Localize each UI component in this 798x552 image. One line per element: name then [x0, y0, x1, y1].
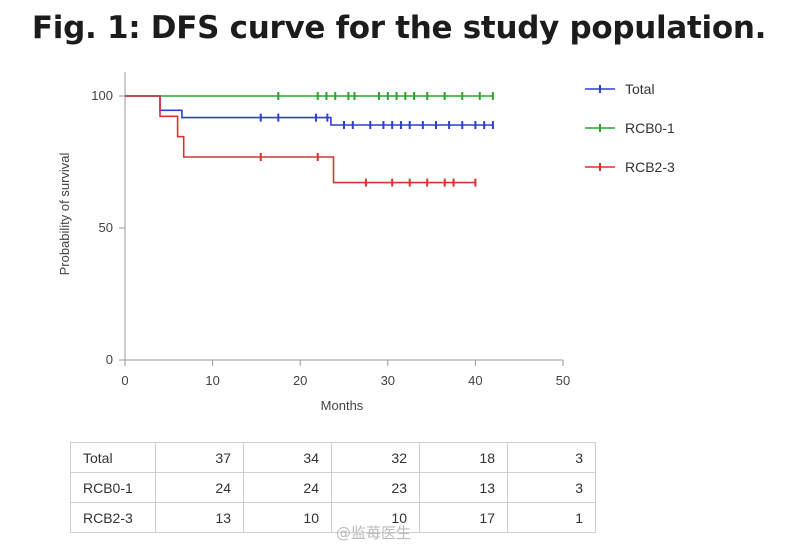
y-tick-label: 100	[91, 88, 113, 103]
risk-row-label: Total	[70, 442, 156, 473]
risk-table-row: RCB2-3 13 10 10 17 1	[70, 502, 596, 533]
risk-count-cell: 24	[243, 472, 332, 503]
risk-count-cell: 10	[243, 502, 332, 533]
risk-count-cell: 18	[419, 442, 508, 473]
risk-row-label: RCB2-3	[70, 502, 156, 533]
x-axis-label: Months	[321, 398, 364, 413]
x-tick-label: 20	[293, 373, 307, 388]
risk-count-cell: 24	[155, 472, 244, 503]
risk-count-cell: 13	[155, 502, 244, 533]
x-tick-label: 10	[205, 373, 219, 388]
risk-count-cell: 32	[331, 442, 420, 473]
risk-table-row: Total 37 34 32 18 3	[70, 442, 596, 473]
risk-table-row: RCB0-1 24 24 23 13 3	[70, 472, 596, 503]
figure-title: Fig. 1: DFS curve for the study populati…	[31, 10, 767, 46]
y-axis-label: Probability of survival	[57, 152, 72, 275]
risk-count-cell: 13	[419, 472, 508, 503]
risk-count-cell: 3	[507, 442, 596, 473]
risk-count-cell: 37	[155, 442, 244, 473]
risk-count-cell: 1	[507, 502, 596, 533]
risk-row-label: RCB0-1	[70, 472, 156, 503]
km-chart: 0 50 100 0 10 20 30 40 50 Months Probability of su…	[57, 72, 675, 413]
km-curve-total	[125, 95, 493, 126]
y-tick-label: 50	[99, 220, 113, 235]
x-tick-label: 30	[381, 373, 395, 388]
risk-count-cell: 17	[419, 502, 508, 533]
risk-count-cell: 34	[243, 442, 332, 473]
risk-count-cell: 23	[331, 472, 420, 503]
risk-count-cell: 3	[507, 472, 596, 503]
x-tick-label: 40	[468, 373, 482, 388]
watermark: @监苺医生	[336, 524, 412, 542]
legend-label-total: Total	[625, 81, 655, 97]
risk-table: Total 37 34 32 18 3 RCB0-1 24 24 23 13 3 RCB2-3 13 10 1…	[70, 442, 596, 533]
x-tick-label: 50	[556, 373, 570, 388]
km-curve-rcb2-3	[125, 95, 476, 184]
y-tick-label: 0	[106, 352, 113, 367]
risk-count-cell: 10	[331, 502, 420, 533]
legend-label-rcb2-3: RCB2-3	[625, 159, 675, 175]
legend-label-rcb0-1: RCB0-1	[625, 120, 675, 136]
x-tick-label: 0	[121, 373, 128, 388]
